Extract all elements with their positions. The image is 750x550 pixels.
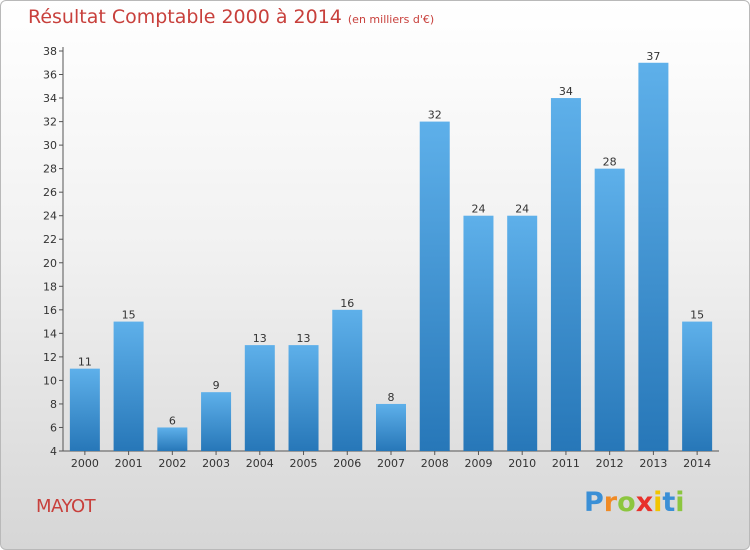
- logo-letter: o: [617, 487, 636, 518]
- chart-title-unit: (en milliers d'€): [347, 13, 435, 26]
- y-tick-label: 14: [43, 327, 57, 340]
- x-tick-label-2006: 2006: [333, 457, 361, 470]
- y-tick-label: 36: [43, 69, 57, 82]
- logo-letter: i: [675, 487, 685, 518]
- chart-title-text: Résultat Comptable 2000 à 2014: [28, 6, 342, 28]
- x-tick-label-2005: 2005: [290, 457, 318, 470]
- bar-2010: [507, 215, 538, 451]
- data-label-2005: 13: [297, 332, 311, 345]
- x-tick-label-2003: 2003: [202, 457, 230, 470]
- y-tick-label: 38: [43, 45, 57, 58]
- logo-letter: r: [603, 487, 618, 518]
- data-label-2014: 15: [690, 309, 704, 322]
- data-label-2000: 11: [78, 356, 92, 369]
- y-tick-label: 6: [50, 421, 57, 434]
- bar-2009: [463, 215, 494, 451]
- y-tick-label: 24: [43, 210, 57, 223]
- data-label-2010: 24: [515, 203, 529, 216]
- x-tick-label-2010: 2010: [508, 457, 536, 470]
- data-label-2006: 16: [340, 297, 354, 310]
- x-tick-label-2007: 2007: [377, 457, 405, 470]
- y-tick-label: 12: [43, 351, 57, 364]
- y-tick-label: 34: [43, 92, 57, 105]
- data-label-2004: 13: [253, 332, 267, 345]
- bar-2006: [332, 309, 363, 451]
- y-tick-label: 4: [50, 445, 57, 458]
- bar-2012: [594, 168, 625, 451]
- data-label-2007: 8: [388, 391, 395, 404]
- logo-letter: t: [662, 487, 676, 518]
- x-tick-label-2009: 2009: [464, 457, 492, 470]
- data-label-2003: 9: [213, 379, 220, 392]
- logo-letter: i: [653, 487, 663, 518]
- logo-letter: x: [635, 487, 654, 518]
- y-tick-label: 32: [43, 116, 57, 129]
- bar-2001: [113, 321, 144, 451]
- y-tick-label: 28: [43, 163, 57, 176]
- y-tick-label: 20: [43, 257, 57, 270]
- data-label-2002: 6: [169, 414, 176, 427]
- y-tick-label: 16: [43, 304, 57, 317]
- data-label-2013: 37: [646, 50, 660, 63]
- x-tick-label-2011: 2011: [552, 457, 580, 470]
- y-tick-label: 30: [43, 139, 57, 152]
- logo-letter: P: [584, 487, 604, 518]
- data-label-2012: 28: [603, 156, 617, 169]
- proxiti-logo: Proxiti: [584, 487, 685, 518]
- x-tick-label-2001: 2001: [115, 457, 143, 470]
- bar-2004: [244, 345, 275, 451]
- x-tick-label-2002: 2002: [158, 457, 186, 470]
- y-tick-label: 18: [43, 280, 57, 293]
- bar-2008: [419, 121, 450, 452]
- data-label-2011: 34: [559, 85, 573, 98]
- bar-2011: [550, 98, 581, 451]
- x-tick-label-2004: 2004: [246, 457, 274, 470]
- y-tick-label: 8: [50, 398, 57, 411]
- commune-name: MAYOT: [36, 496, 96, 517]
- x-tick-label-2012: 2012: [596, 457, 624, 470]
- chart-title: Résultat Comptable 2000 à 2014 (en millie…: [28, 6, 434, 28]
- x-tick-label-2013: 2013: [639, 457, 667, 470]
- bar-2007: [376, 403, 406, 451]
- y-tick-label: 10: [43, 374, 57, 387]
- x-tick-label-2014: 2014: [683, 457, 711, 470]
- bar-2002: [157, 427, 188, 451]
- data-label-2008: 32: [428, 109, 442, 122]
- x-tick-label-2000: 2000: [71, 457, 99, 470]
- y-tick-label: 22: [43, 233, 57, 246]
- x-tick-label-2008: 2008: [421, 457, 449, 470]
- bar-2013: [638, 62, 669, 451]
- bar-2003: [201, 392, 232, 451]
- y-tick-label: 26: [43, 186, 57, 199]
- bar-2005: [288, 345, 319, 451]
- data-label-2001: 15: [122, 309, 136, 322]
- bar-2014: [682, 321, 713, 451]
- data-label-2009: 24: [471, 203, 485, 216]
- chart-bars: 11 15 6 9 13 13 16 8 32 24 24 34 28 37 15: [69, 50, 713, 452]
- bar-2000: [69, 368, 100, 451]
